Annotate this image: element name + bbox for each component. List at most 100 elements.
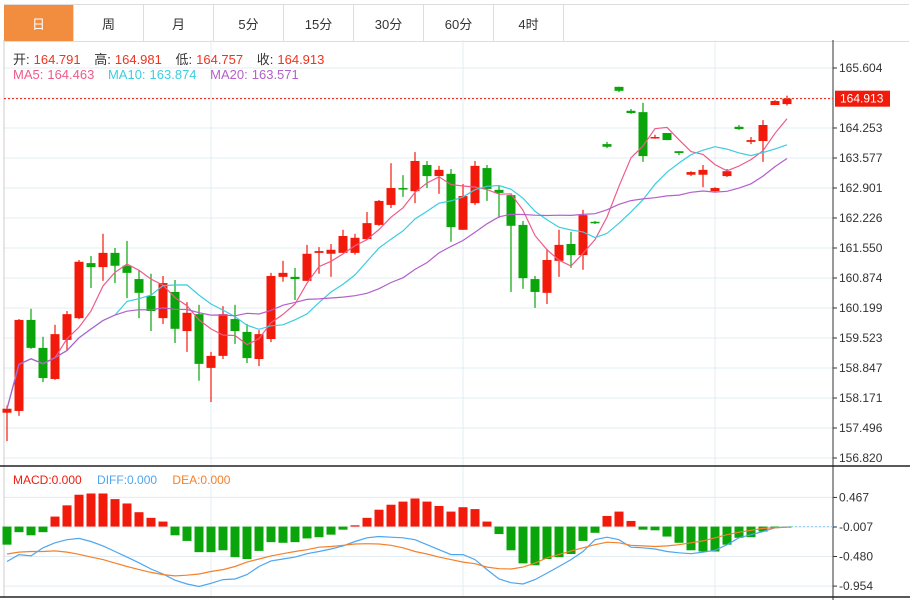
- tab-month[interactable]: 月: [144, 5, 214, 41]
- candle-body: [398, 188, 408, 190]
- candle: [290, 267, 300, 300]
- candle-body: [338, 236, 348, 253]
- tab-week[interactable]: 周: [74, 5, 144, 41]
- candle: [266, 272, 276, 343]
- candle: [302, 244, 312, 281]
- macd-bar: [254, 526, 264, 551]
- macd-bar: [758, 526, 768, 532]
- macd-bar: [158, 521, 168, 527]
- candle-body: [38, 347, 48, 379]
- candle: [770, 100, 780, 106]
- candle: [710, 187, 720, 193]
- candle: [578, 209, 588, 270]
- candle-body: [158, 283, 168, 319]
- macd-bar: [722, 526, 732, 545]
- candle-body: [278, 272, 288, 277]
- price-tick-label: 159.523: [839, 331, 883, 345]
- timeframe-tabs: 日 周 月 5分 15分 30分 60分 4时: [4, 4, 909, 42]
- candle-body: [302, 253, 312, 281]
- candle: [158, 275, 168, 324]
- candle-body: [674, 151, 684, 153]
- candle: [746, 136, 756, 145]
- candle: [374, 200, 384, 226]
- macd-bar: [518, 526, 528, 564]
- candle: [470, 160, 480, 205]
- candle-body: [266, 275, 276, 340]
- candle: [122, 240, 132, 299]
- ma5-line: [6, 118, 788, 409]
- candle: [566, 232, 576, 268]
- tab-30min[interactable]: 30分: [354, 5, 424, 41]
- macd-bar: [14, 526, 24, 533]
- candle: [542, 248, 552, 304]
- macd-bar: [398, 501, 408, 527]
- price-tick-label: 157.496: [839, 421, 883, 435]
- ma5-label: MA5:: [13, 67, 44, 82]
- candle-body: [182, 312, 192, 332]
- macd-bar: [206, 526, 216, 553]
- candle-body: [542, 259, 552, 293]
- macd-tick-label: 0.467: [839, 490, 869, 504]
- macd-bar: [266, 526, 276, 543]
- candle: [434, 165, 444, 194]
- tab-5min[interactable]: 5分: [214, 5, 284, 41]
- current-price-badge: [835, 90, 890, 107]
- macd-bar: [482, 521, 492, 527]
- tab-15min[interactable]: 15分: [284, 5, 354, 41]
- candle-body: [530, 279, 540, 292]
- macd-bar: [110, 499, 120, 527]
- macd-bar: [614, 511, 624, 527]
- tab-day[interactable]: 日: [4, 5, 74, 41]
- candle: [50, 324, 60, 380]
- current-price-label: 164.913: [840, 92, 884, 106]
- macd-bar: [638, 526, 648, 530]
- macd-bar: [314, 526, 324, 538]
- candle-body: [470, 165, 480, 204]
- candle-body: [170, 291, 180, 329]
- diff-value: DIFF:0.000: [97, 473, 158, 487]
- macd-bar: [470, 509, 480, 527]
- tab-60min[interactable]: 60分: [424, 5, 494, 41]
- ma5-value: 164.463: [47, 67, 95, 82]
- candle-body: [122, 265, 132, 273]
- price-tick-label: 156.820: [839, 451, 883, 465]
- price-tick-label: 163.577: [839, 151, 883, 165]
- candle: [686, 171, 696, 177]
- candle-body: [146, 295, 156, 312]
- macd-bar: [38, 526, 48, 533]
- macd-bar: [662, 526, 672, 537]
- close-label: 收:: [256, 52, 274, 67]
- dea-line: [6, 526, 788, 577]
- tab-4hour[interactable]: 4时: [494, 5, 564, 41]
- candle: [650, 134, 660, 139]
- macd-bar: [458, 507, 468, 527]
- macd-tick-label: -0.480: [839, 550, 873, 564]
- low-label: 低:: [175, 52, 193, 67]
- candle: [170, 279, 180, 344]
- candle-body: [650, 136, 660, 139]
- macd-bar: [674, 526, 684, 543]
- macd-tick-label: -0.007: [839, 520, 873, 534]
- candle: [458, 184, 468, 230]
- low-value: 164.757: [196, 52, 244, 67]
- candle: [410, 152, 420, 204]
- candle-body: [422, 164, 432, 177]
- macd-bar: [554, 526, 564, 558]
- price-tick-label: 161.550: [839, 241, 883, 255]
- macd-bar: [602, 515, 612, 527]
- candle: [782, 95, 792, 106]
- candle: [38, 336, 48, 383]
- macd-bar: [566, 526, 576, 555]
- candle: [626, 109, 636, 114]
- candle: [314, 247, 324, 274]
- macd-bar: [506, 526, 516, 551]
- candle-body: [770, 101, 780, 106]
- candle: [398, 175, 408, 197]
- candle: [338, 229, 348, 253]
- candle-body: [662, 133, 672, 141]
- candle-body: [494, 189, 504, 193]
- candle: [638, 102, 648, 162]
- candle-body: [782, 98, 792, 105]
- macd-bar: [242, 526, 252, 560]
